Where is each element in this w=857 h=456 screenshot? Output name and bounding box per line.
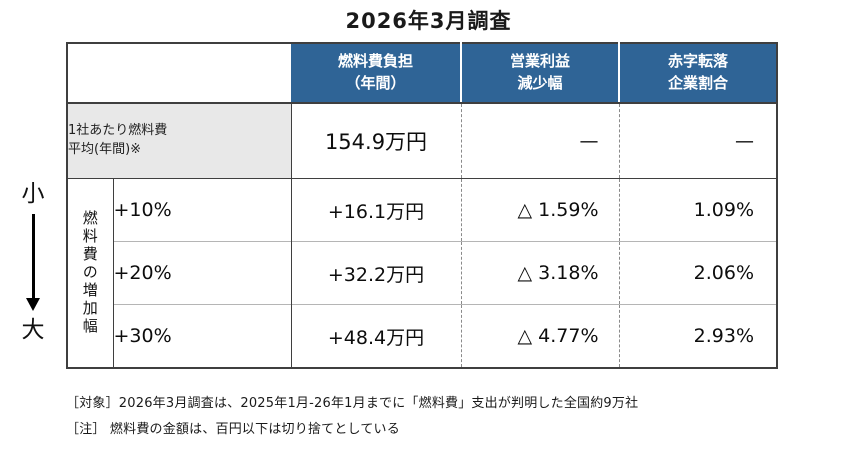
- average-row-label: 1社あたり燃料費 平均(年間)※: [67, 103, 292, 179]
- fuel-cost-value: +16.1万円: [327, 200, 425, 223]
- profit-decrease-value: △ 4.77%: [460, 304, 619, 368]
- corner-cell: [67, 43, 291, 104]
- table-row: +20% +32.2万円 △ 3.18% 2.06%: [67, 241, 777, 305]
- down-arrow-icon: [26, 214, 40, 312]
- fuel-cost-value: +32.2万円: [291, 241, 461, 305]
- table-row: 燃料費の増加幅 +10% +16.1万円 △ 1.59% 1.09%: [67, 178, 777, 368]
- axis-large-label: 大: [21, 317, 45, 344]
- fuel-cost-value: +48.4万円: [291, 304, 461, 368]
- increase-label: +30%: [113, 304, 292, 368]
- average-fuel-cost-value: 154.9万円: [291, 103, 461, 179]
- header-operating-profit-decrease: 営業利益 減少幅: [460, 43, 619, 104]
- header-deficit-company-ratio: 赤字転落 企業割合: [618, 43, 777, 104]
- average-deficit-ratio-value: —: [618, 103, 777, 179]
- header-fuel-cost-burden: 燃料費負担 （年間）: [291, 43, 461, 104]
- axis-small-label: 小: [21, 181, 45, 207]
- profit-decrease-value: △ 1.59%: [460, 178, 619, 242]
- table-row: +30% +48.4万円 △ 4.77% 2.93%: [67, 304, 777, 368]
- increase-range-axis: 小 大: [16, 181, 50, 344]
- increase-label: +20%: [113, 241, 292, 305]
- arrow-shaft: [31, 214, 35, 299]
- note-survey-target: ［対象］2026年3月調査は、2025年1月-26年1月までに「燃料費」支出が判…: [66, 396, 639, 411]
- average-profit-decrease-value: —: [460, 103, 619, 179]
- average-row: 1社あたり燃料費 平均(年間)※ 154.9万円 — —: [67, 103, 777, 179]
- deficit-ratio-value: 1.09%: [618, 178, 777, 242]
- deficit-ratio-value: 2.93%: [618, 304, 777, 368]
- side-label-fuel-increase-range: 燃料費の増加幅: [67, 178, 114, 368]
- increase-label: +10%: [113, 178, 292, 242]
- footnotes: ［対象］2026年3月調査は、2025年1月-26年1月までに「燃料費」支出が判…: [66, 392, 826, 444]
- arrow-head: [26, 298, 40, 312]
- page-title: 2026年3月調査: [345, 9, 512, 33]
- deficit-ratio-value: 2.06%: [618, 241, 777, 305]
- table-header-row: 燃料費負担 （年間） 営業利益 減少幅 赤字転落 企業割合: [67, 43, 777, 104]
- note-rounding-rule: ［注］ 燃料費の金額は、百円以下は切り捨てとしている: [66, 422, 400, 437]
- profit-decrease-value: △ 3.18%: [460, 241, 619, 305]
- survey-table: 燃料費負担 （年間） 営業利益 減少幅 赤字転落 企業割合 1社あたり燃料費 平…: [66, 42, 778, 369]
